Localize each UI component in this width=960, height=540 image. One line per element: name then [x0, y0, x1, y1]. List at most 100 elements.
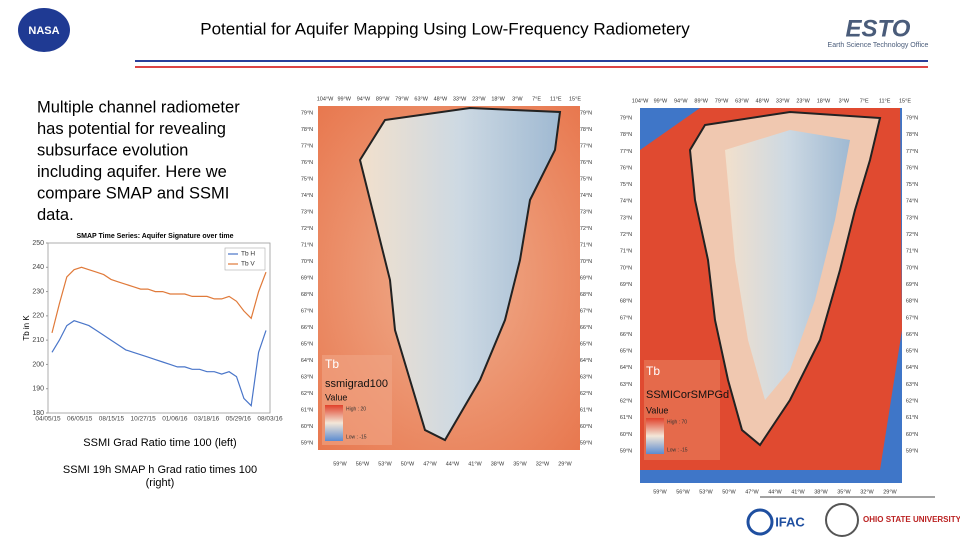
lat-label: 76°N	[301, 160, 313, 166]
lat-label: 72°N	[580, 226, 592, 232]
lon-label: 79°W	[715, 98, 729, 104]
lat-label: 73°N	[301, 209, 313, 215]
lon-label: 59°W	[333, 461, 347, 467]
x-tick-label: 05/29/16	[226, 416, 252, 423]
lat-label: 70°N	[580, 259, 592, 265]
legend-left-low: Low : -15	[346, 434, 367, 440]
seal-logo	[825, 503, 859, 537]
series-line	[51, 266, 267, 334]
lat-label: 72°N	[301, 226, 313, 232]
legend-left-value: Value	[325, 392, 347, 402]
nasa-logo-text: NASA	[28, 25, 59, 37]
y-tick-label: 190	[32, 386, 44, 393]
lat-label: 69°N	[906, 282, 918, 288]
lat-label: 65°N	[906, 349, 918, 355]
lon-label: 33°W	[453, 96, 467, 102]
lat-label: 61°N	[906, 415, 918, 421]
lat-label: 60°N	[301, 424, 313, 430]
lat-label: 62°N	[580, 391, 592, 397]
lat-label: 63°N	[906, 382, 918, 388]
caption-left: SSMI Grad Ratio time 100 (left)	[83, 437, 236, 449]
lat-label: 73°N	[906, 215, 918, 221]
lon-label: 35°W	[513, 461, 527, 467]
x-tick-label: 10/27/15	[130, 416, 156, 423]
caption-right: SSMI 19h SMAP h Grad ratio times 100(rig…	[63, 464, 257, 489]
lon-label: 38°W	[814, 489, 828, 495]
lat-label: 73°N	[620, 215, 632, 221]
lon-label: 41°W	[791, 489, 805, 495]
paragraph-line: has potential for revealing	[37, 120, 226, 138]
lon-label: 29°W	[883, 489, 897, 495]
legend-right-layer: SSMICorSMPGd	[646, 389, 729, 401]
lon-label: 35°W	[837, 489, 851, 495]
y-tick-label: 200	[32, 361, 44, 368]
lat-label: 62°N	[906, 399, 918, 405]
y-tick-label: 230	[32, 288, 44, 295]
title: Potential for Aquifer Mapping Using Low-…	[200, 19, 690, 38]
lat-label: 75°N	[301, 176, 313, 182]
x-tick-label: 04/05/15	[35, 416, 61, 423]
lat-label: 79°N	[906, 115, 918, 121]
lon-label: 29°W	[558, 461, 572, 467]
y-label: Tb in K	[22, 315, 31, 341]
x-tick-label: 01/06/16	[162, 416, 188, 423]
x-tick-label: 03/18/16	[194, 416, 220, 423]
lat-label: 77°N	[580, 143, 592, 149]
lon-label: 38°W	[491, 461, 505, 467]
lat-label: 59°N	[906, 448, 918, 454]
plot-frame	[47, 242, 271, 414]
x-tick-label: 06/05/15	[67, 416, 93, 423]
lat-label: 72°N	[906, 232, 918, 238]
lon-label: 3°W	[839, 98, 850, 104]
lat-label: 64°N	[620, 365, 632, 371]
lat-label: 72°N	[620, 232, 632, 238]
lat-label: 70°N	[301, 259, 313, 265]
lat-label: 74°N	[301, 193, 313, 199]
lat-label: 74°N	[580, 193, 592, 199]
lat-label: 67°N	[620, 315, 632, 321]
lon-label: 32°W	[536, 461, 550, 467]
lat-label: 64°N	[580, 358, 592, 364]
lat-label: 65°N	[580, 341, 592, 347]
lat-label: 75°N	[906, 182, 918, 188]
esto-subtitle: Earth Science Technology Office	[828, 42, 929, 49]
nasa-logo	[18, 8, 70, 52]
paragraph-line: data.	[37, 206, 74, 224]
lat-label: 77°N	[906, 149, 918, 155]
lat-label: 78°N	[580, 127, 592, 133]
lon-label: 59°W	[653, 489, 667, 495]
ifac-text: IFAC	[775, 514, 805, 529]
lat-label: 59°N	[580, 440, 592, 446]
lat-label: 78°N	[906, 132, 918, 138]
lat-label: 79°N	[620, 115, 632, 121]
lat-label: 70°N	[906, 265, 918, 271]
lat-label: 60°N	[620, 432, 632, 438]
lat-label: 76°N	[580, 160, 592, 166]
lat-label: 77°N	[301, 143, 313, 149]
lon-label: 50°W	[401, 461, 415, 467]
lon-label: 63°W	[735, 98, 749, 104]
y-tick-label: 220	[32, 313, 44, 320]
lon-label: 15°E	[569, 96, 581, 102]
lon-label: 48°W	[434, 96, 448, 102]
y-tick-label: 210	[32, 337, 44, 344]
lat-label: 59°N	[620, 448, 632, 454]
paragraph-line: compare SMAP and SSMI	[37, 184, 229, 202]
lon-label: 44°W	[446, 461, 460, 467]
legend-right-title: Tb	[646, 364, 660, 378]
lon-label: 18°W	[817, 98, 831, 104]
legend-right-high: High : 70	[667, 419, 687, 425]
lat-label: 71°N	[620, 249, 632, 255]
x-tick-label: 08/03/16	[257, 416, 283, 423]
lon-label: 47°W	[423, 461, 437, 467]
paragraph-line: including aquifer. Here we	[37, 163, 227, 181]
legend-left-layer: ssmigrad100	[325, 378, 388, 390]
lon-label: 23°W	[796, 98, 810, 104]
lat-label: 60°N	[580, 424, 592, 430]
legend-left-title: Tb	[325, 357, 339, 371]
legend-label: Tb V	[241, 261, 255, 268]
lat-label: 61°N	[301, 407, 313, 413]
lat-label: 63°N	[301, 374, 313, 380]
lon-label: 3°W	[512, 96, 523, 102]
